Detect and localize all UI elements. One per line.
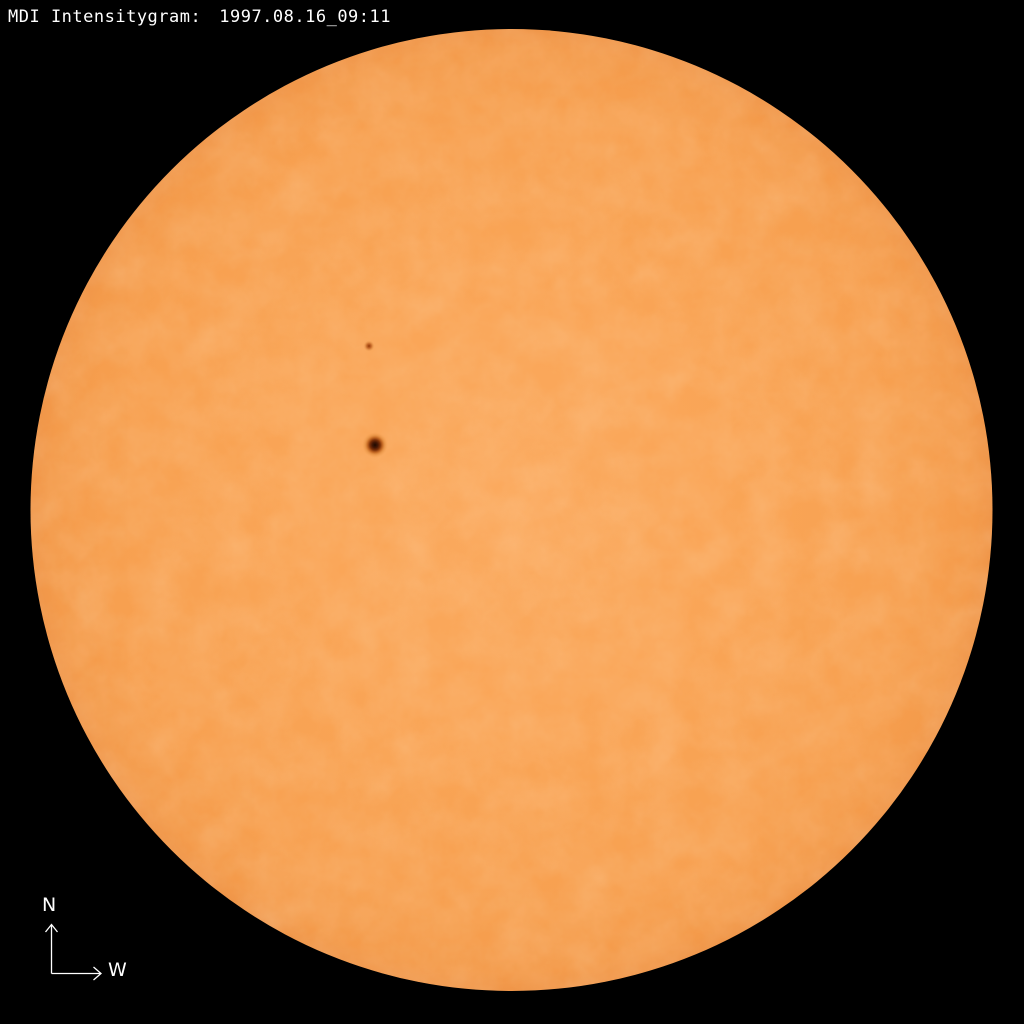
timestamp-label: 1997.08.16_09:11 (219, 7, 391, 27)
sunspot-main (362, 432, 388, 458)
instrument-label: MDI Intensitygram: (8, 7, 202, 27)
sunspot-group (362, 340, 388, 458)
compass-north-label: N (42, 894, 57, 916)
sunspot-pore (363, 340, 375, 352)
compass-west-label: W (108, 959, 127, 981)
image-title: MDI Intensitygram: 1997.08.16_09:11 (8, 7, 391, 27)
